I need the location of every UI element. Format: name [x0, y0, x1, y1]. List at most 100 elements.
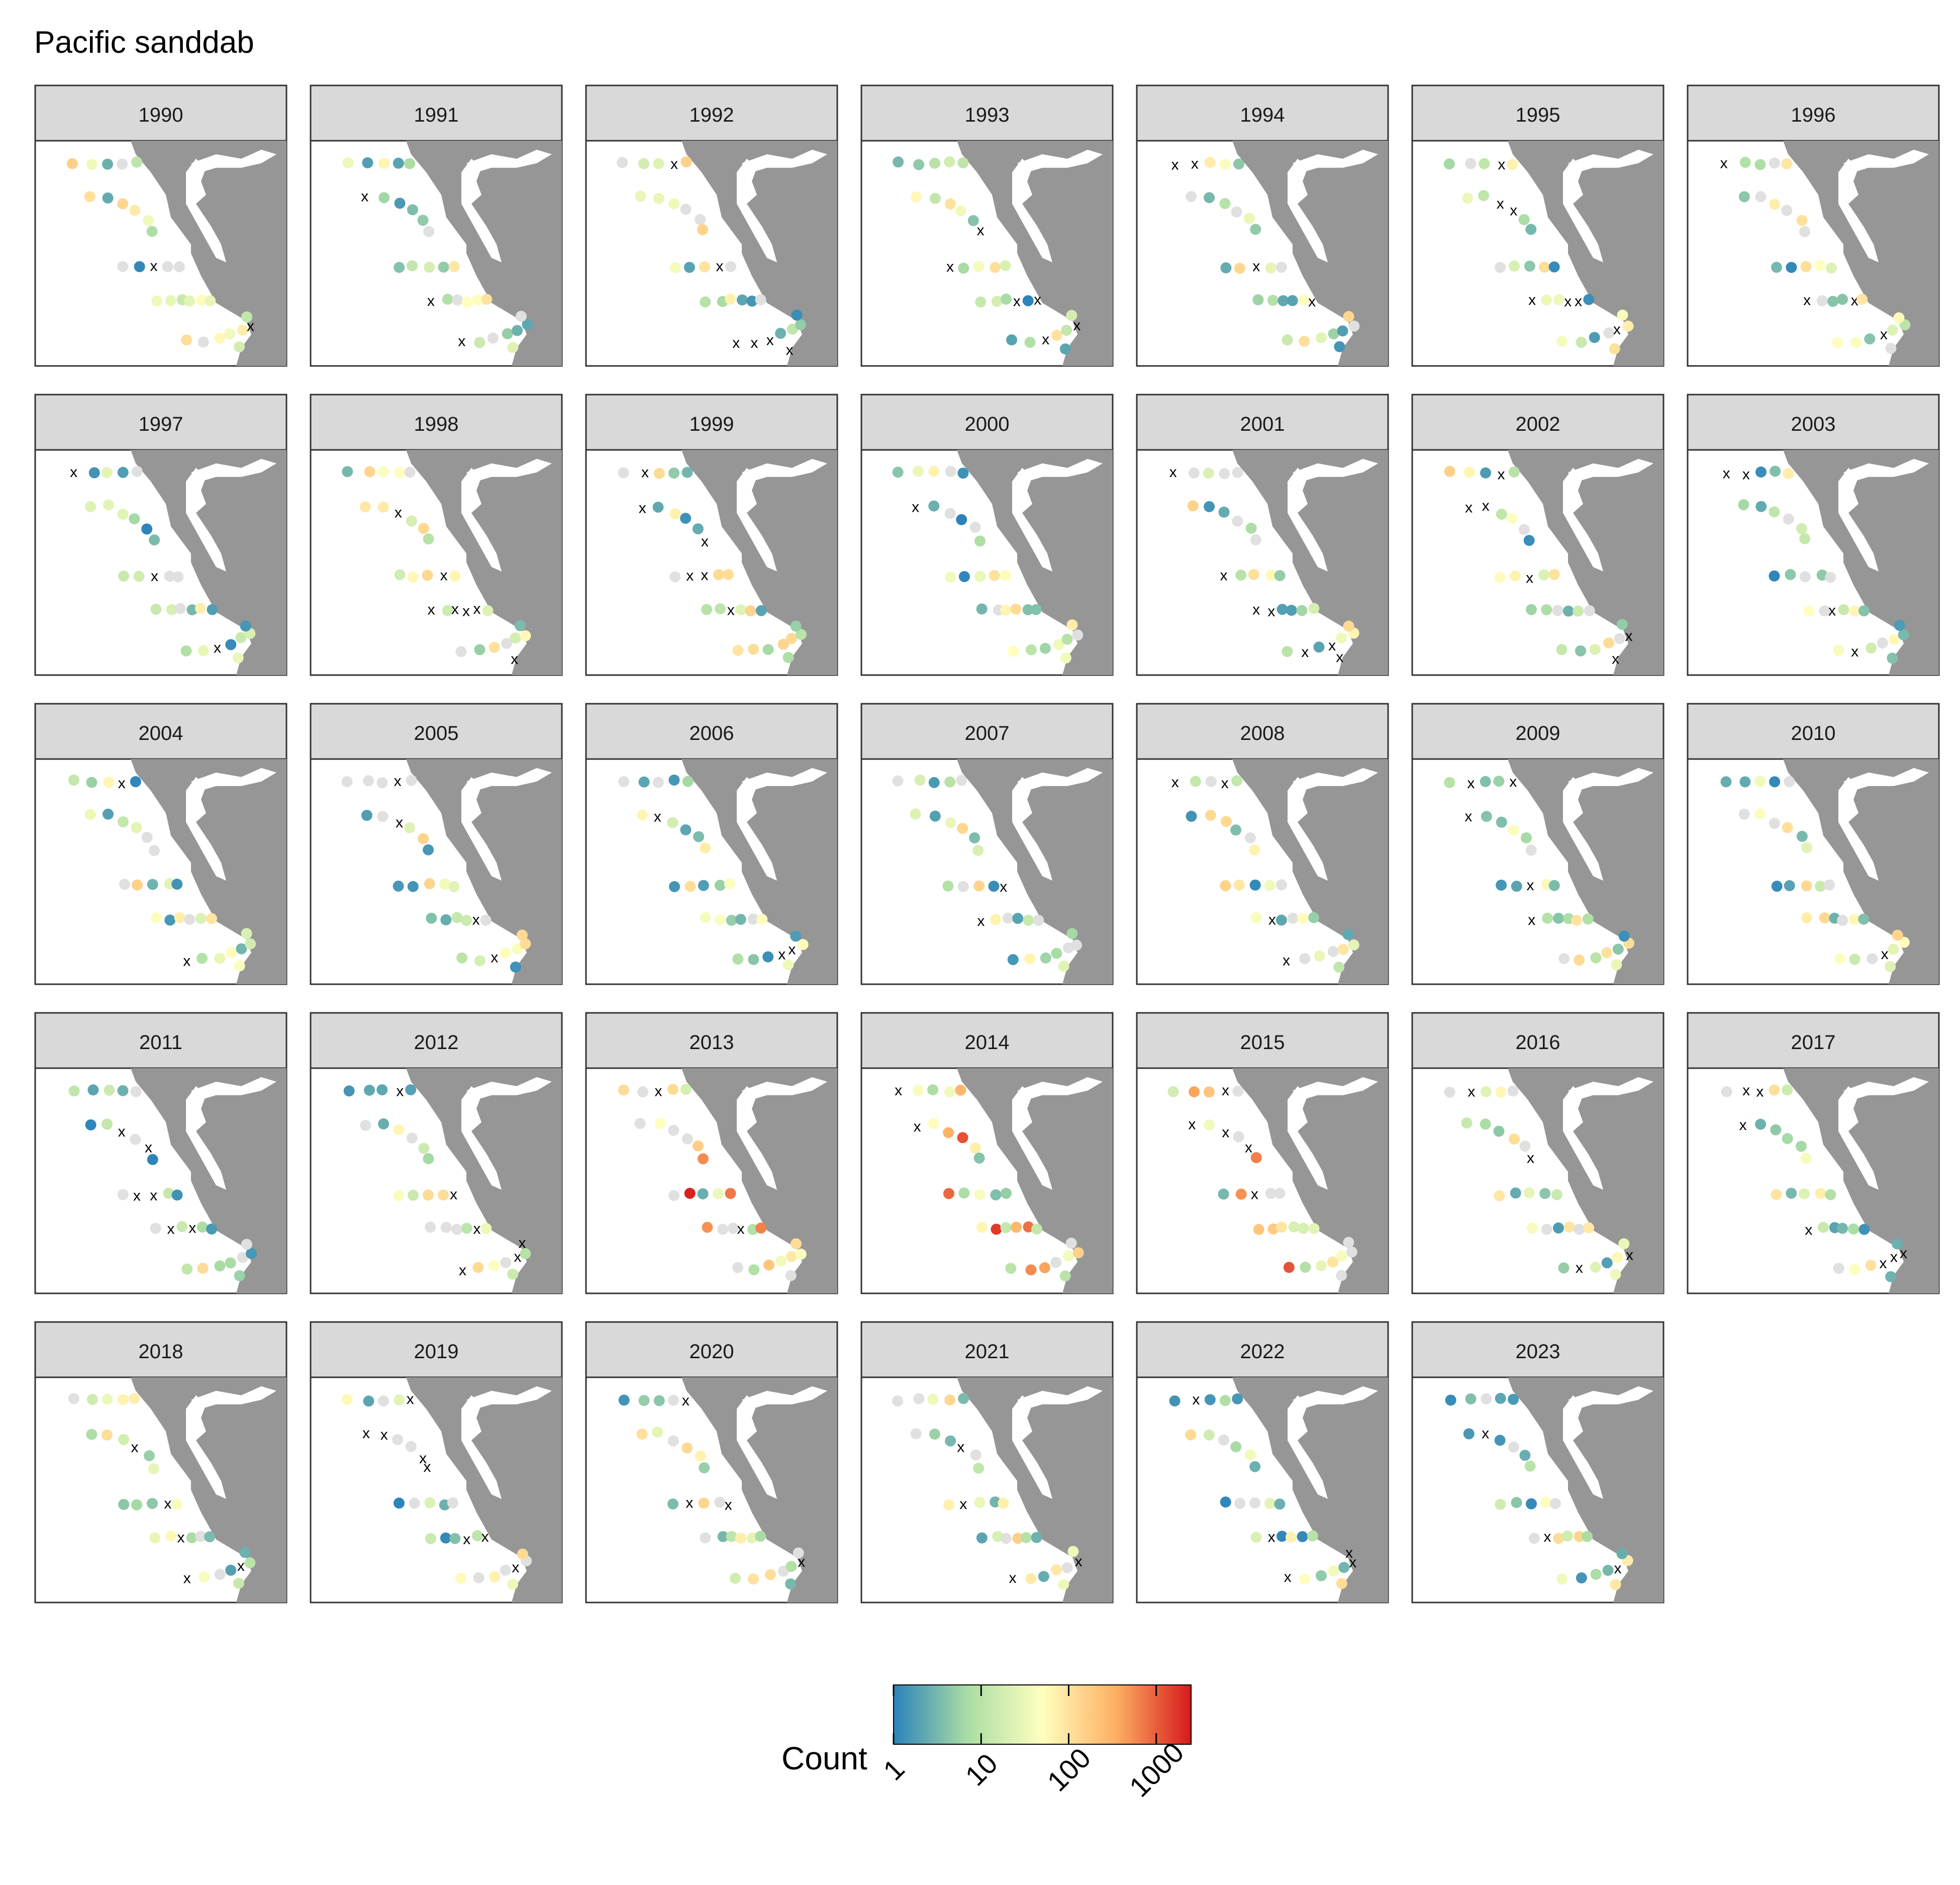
station-point [1066, 928, 1078, 939]
delta-shape [191, 1077, 276, 1100]
station-point [1000, 1533, 1012, 1544]
station-point [1833, 644, 1844, 656]
zero-catch-marker: x [1739, 1117, 1747, 1134]
facet-header [1411, 1012, 1664, 1069]
facet-header [1687, 703, 1940, 760]
station-point [129, 205, 141, 216]
station-point [680, 156, 692, 168]
station-point [974, 535, 986, 547]
station-point [1297, 913, 1309, 924]
station-point [1000, 260, 1011, 271]
station-point [957, 881, 969, 892]
station-point [1204, 1119, 1215, 1131]
station-point [1336, 1251, 1347, 1262]
delta-shape [191, 458, 276, 482]
station-point [1825, 262, 1837, 274]
station-point [241, 1239, 252, 1250]
station-point [1204, 157, 1216, 168]
station-point [944, 1394, 956, 1406]
station-point [423, 844, 434, 856]
station-point [1556, 1573, 1568, 1585]
bay-shape [737, 467, 777, 572]
station-point [1548, 880, 1560, 891]
station-point [974, 1189, 986, 1200]
facet-label: 2008 [1240, 722, 1285, 744]
station-point [1834, 953, 1845, 965]
station-point [516, 311, 527, 322]
zero-catch-marker: x [1349, 1554, 1356, 1571]
station-point [86, 1393, 98, 1405]
land-shape [957, 1068, 1113, 1293]
station-point [204, 1531, 216, 1543]
station-point [1801, 842, 1813, 854]
station-point [1000, 1222, 1012, 1234]
station-point [988, 881, 1000, 892]
station-point [1493, 1125, 1505, 1137]
facet-2023: 2023 x x x [1411, 1321, 1664, 1604]
station-point [1523, 535, 1535, 546]
facet-header [860, 394, 1114, 451]
station-point [1539, 1188, 1551, 1199]
land-shape [1783, 141, 1939, 366]
facet-header [310, 1321, 563, 1378]
station-point [422, 570, 433, 581]
station-point [973, 880, 985, 892]
zero-catch-marker: x [914, 1118, 921, 1135]
station-point [364, 466, 375, 478]
facet-label: 1992 [690, 104, 734, 126]
station-point [512, 325, 523, 336]
bay-shape [1838, 467, 1879, 572]
facet-label: 2013 [690, 1031, 734, 1054]
station-point [775, 328, 787, 339]
station-point [214, 1569, 226, 1580]
station-point [892, 775, 904, 787]
station-point [1617, 309, 1628, 321]
station-point [667, 1435, 679, 1447]
facet-label: 2009 [1516, 722, 1560, 744]
station-point [233, 1577, 244, 1589]
station-point [668, 467, 680, 479]
bay-shape [1012, 158, 1052, 262]
station-point [929, 193, 941, 204]
station-point [1526, 1498, 1537, 1510]
station-point [989, 262, 1001, 273]
station-point [474, 337, 485, 348]
station-point [184, 295, 195, 307]
zero-catch-marker: x [1075, 1553, 1083, 1570]
station-point [1887, 324, 1898, 336]
station-point [500, 1564, 511, 1576]
bay-shape [1288, 467, 1328, 572]
station-point [1755, 466, 1767, 478]
facet-label: 2022 [1240, 1341, 1285, 1363]
station-point [130, 1086, 142, 1097]
station-point [1287, 295, 1298, 307]
station-point [1506, 513, 1518, 524]
zero-catch-marker: x [473, 601, 481, 617]
station-point [1204, 192, 1215, 204]
facet-header [1687, 394, 1940, 451]
station-point [957, 157, 969, 168]
station-point [692, 523, 704, 535]
zero-catch-marker: x [183, 953, 190, 970]
zero-catch-marker: x [1613, 321, 1621, 338]
delta-shape [466, 768, 552, 791]
station-point [1618, 1238, 1630, 1250]
delta-shape [1293, 149, 1378, 172]
zero-catch-marker: x [1308, 294, 1316, 310]
station-point [668, 1394, 679, 1406]
station-point [1005, 1263, 1017, 1274]
facet-label: 2017 [1791, 1031, 1836, 1054]
bay-shape [1563, 467, 1603, 572]
station-point [1494, 1190, 1505, 1201]
station-point [1582, 1531, 1593, 1542]
station-point [1785, 569, 1796, 580]
station-point [1799, 533, 1811, 544]
delta-shape [1843, 458, 1929, 482]
station-point [103, 808, 114, 820]
station-point [1000, 570, 1011, 581]
colorbar-tick-label: 1 [877, 1753, 911, 1786]
station-point [1519, 1141, 1531, 1152]
station-point [1220, 262, 1232, 273]
